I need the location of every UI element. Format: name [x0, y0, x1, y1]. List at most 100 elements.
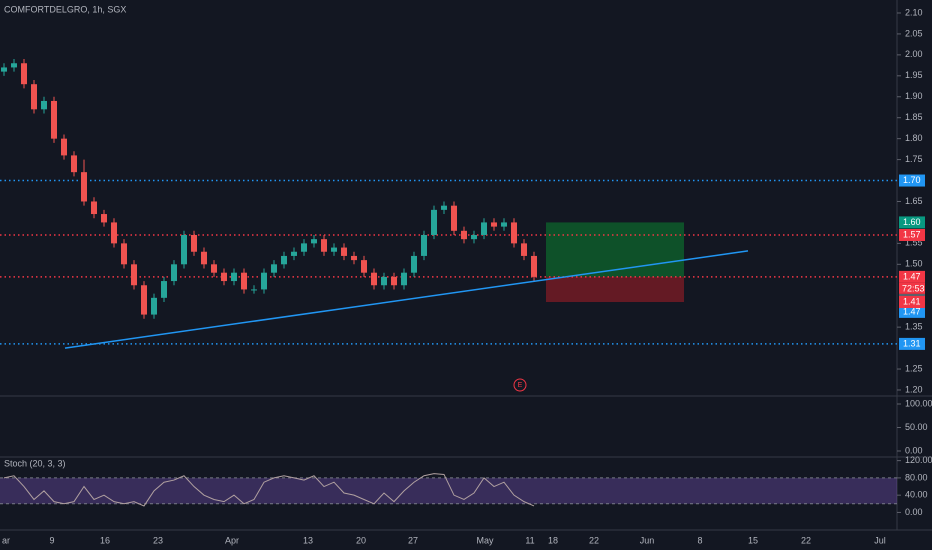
candle-body [341, 247, 347, 256]
y-tick-label: 1.35 [905, 322, 923, 332]
y-tick-label: 2.05 [905, 28, 923, 38]
y-tick-label: 2.00 [905, 49, 923, 59]
price-label: 1.70 [903, 175, 921, 185]
candle-body [431, 209, 437, 235]
candle-body [121, 243, 127, 265]
y-tick-label: 1.20 [905, 384, 923, 394]
y-tick-label: 1.25 [905, 363, 923, 373]
x-tick-label: 18 [548, 535, 558, 545]
candle-body [201, 251, 207, 265]
x-tick-label: 23 [153, 535, 163, 545]
x-tick-label: 22 [589, 535, 599, 545]
y-tick-label: 1.90 [905, 91, 923, 101]
y-tick-label: 0.00 [905, 507, 923, 517]
price-label-bg [899, 296, 925, 309]
x-tick-label: Jun [640, 535, 655, 545]
candle-body [481, 222, 487, 235]
candle-body [11, 63, 17, 68]
candle-body [451, 205, 457, 231]
candle-body [241, 272, 247, 290]
earnings-marker [513, 378, 527, 392]
candle-body [501, 222, 507, 227]
candle-body [531, 255, 537, 277]
candle-body [221, 272, 227, 282]
candle-body [191, 234, 197, 252]
price-label: 1.47 [903, 271, 921, 281]
price-label-bg [899, 305, 925, 318]
candle-body [51, 100, 57, 139]
countdown: 72:53 [902, 283, 925, 293]
y-tick-label: 2.10 [905, 7, 923, 17]
candle-body [251, 289, 257, 291]
price-label-bg [899, 337, 925, 350]
candle-body [461, 230, 467, 240]
y-tick-label: 1.95 [905, 70, 923, 80]
candle-body [511, 222, 517, 244]
candle-body [361, 260, 367, 273]
countdown-bg [899, 282, 925, 294]
y-tick-label: 1.85 [905, 112, 923, 122]
candle-body [441, 205, 447, 210]
x-tick-label: Apr [225, 535, 239, 545]
y-tick-label: 1.50 [905, 259, 923, 269]
candle-body [351, 255, 357, 261]
candle-body [21, 63, 27, 85]
y-tick-label: 120.00 [905, 455, 932, 465]
candle-body [521, 243, 527, 256]
candle-body [81, 172, 87, 202]
price-label-bg [899, 216, 925, 229]
x-tick-label: 15 [748, 535, 758, 545]
candle-body [231, 272, 237, 282]
x-tick-label: 11 [525, 535, 534, 545]
chart-title: COMFORTDELGRO, 1h, SGX [4, 4, 126, 14]
candle-body [261, 272, 267, 290]
candle-body [321, 239, 327, 252]
x-tick-label: 20 [356, 535, 366, 545]
stoch-line [3, 473, 535, 507]
price-label: 1.41 [903, 296, 921, 306]
candle-body [151, 297, 157, 315]
candle-body [391, 276, 397, 286]
y-tick-label: 1.75 [905, 154, 923, 164]
candle-body [301, 243, 307, 252]
price-label: 1.57 [903, 229, 921, 239]
candle-body [401, 272, 407, 286]
candle-body [171, 264, 177, 282]
candle-body [111, 222, 117, 244]
stoch-band [0, 477, 897, 504]
earnings-label: E [518, 382, 523, 389]
price-label: 1.60 [903, 217, 921, 227]
x-tick-label: Jul [874, 535, 886, 545]
y-tick-label: 1.80 [905, 133, 923, 143]
candle-body [281, 255, 287, 265]
candle-body [91, 201, 97, 215]
y-tick-label: 0.00 [905, 445, 923, 455]
price-label: 1.47 [903, 306, 921, 316]
candle-body [31, 84, 37, 110]
y-tick-label: 50.00 [905, 422, 928, 432]
candle-body [181, 234, 187, 265]
candle-body [291, 251, 297, 256]
trend-line [64, 250, 749, 349]
stoch-title: Stoch (20, 3, 3) [4, 458, 66, 468]
price-label-bg [899, 270, 925, 283]
y-tick-label: 1.55 [905, 238, 923, 248]
candle-body [141, 285, 147, 315]
candle-body [421, 234, 427, 256]
x-tick-label: 9 [49, 535, 54, 545]
price-label-bg [899, 228, 925, 241]
candle-body [381, 276, 387, 286]
candle-body [1, 67, 7, 72]
x-tick-label: 22 [801, 535, 811, 545]
candle-body [61, 138, 67, 156]
price-label-bg [899, 174, 925, 187]
candle-body [471, 234, 477, 240]
candle-body [71, 155, 77, 173]
price-label: 1.31 [903, 338, 921, 348]
candle-body [101, 214, 107, 223]
x-tick-label: ar [2, 535, 10, 545]
candle-body [371, 272, 377, 286]
x-tick-label: May [476, 535, 494, 545]
